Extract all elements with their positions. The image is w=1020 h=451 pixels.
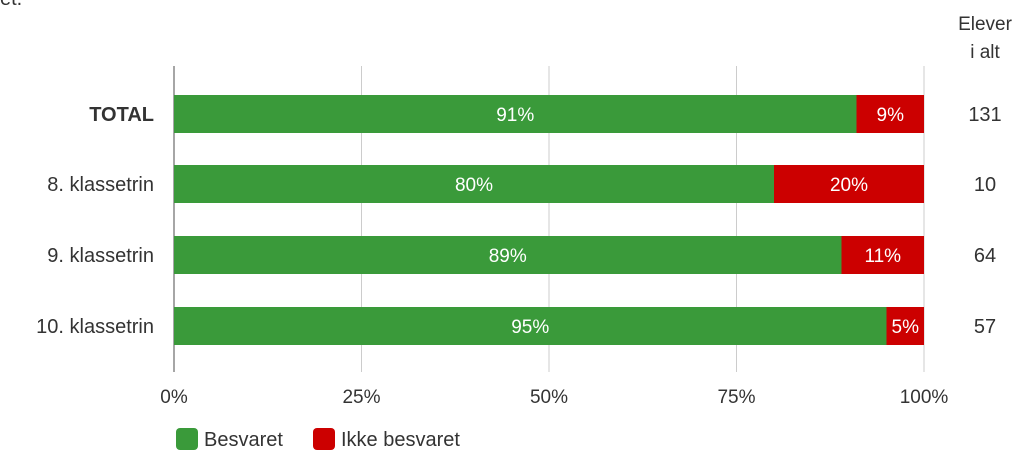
bar-ikke-besvaret <box>774 165 924 203</box>
bar-value-label: 5% <box>892 317 920 338</box>
legend-label: Besvaret <box>204 429 283 451</box>
total-value: 64 <box>974 245 996 267</box>
bar-besvaret <box>174 165 774 203</box>
totals-header-line2: i alt <box>970 42 1000 63</box>
x-tick-label: 75% <box>717 387 755 408</box>
bar-value-label: 9% <box>877 105 905 126</box>
bar-value-label: 11% <box>864 246 901 267</box>
category-label: 9. klassetrin <box>47 245 154 267</box>
bar-ikke-besvaret <box>841 236 924 274</box>
bar-besvaret <box>174 95 857 133</box>
bar-ikke-besvaret <box>856 95 924 133</box>
total-value: 57 <box>974 316 996 338</box>
legend-label: Ikke besvaret <box>341 429 460 451</box>
x-tick-label: 0% <box>160 387 188 408</box>
bar-besvaret <box>174 236 842 274</box>
category-label: 8. klassetrin <box>47 174 154 196</box>
cut-off-text: et. <box>0 0 22 11</box>
total-value: 131 <box>968 104 1001 126</box>
totals-header-line1: Elever <box>958 14 1013 35</box>
x-tick-label: 100% <box>900 387 949 408</box>
bar-besvaret <box>174 307 887 345</box>
bar-ikke-besvaret <box>886 307 924 345</box>
bar-value-label: 80% <box>455 175 493 196</box>
bar-value-label: 89% <box>489 246 527 267</box>
category-label: TOTAL <box>89 104 154 126</box>
bar-value-label: 20% <box>830 175 868 196</box>
total-value: 10 <box>974 174 996 196</box>
legend-swatch-besvaret <box>176 428 198 450</box>
category-label: 10. klassetrin <box>36 316 154 338</box>
legend-swatch-ikke-besvaret <box>313 428 335 450</box>
bar-value-label: 95% <box>511 317 549 338</box>
bar-value-label: 91% <box>496 105 534 126</box>
x-tick-label: 50% <box>530 387 568 408</box>
x-tick-label: 25% <box>342 387 380 408</box>
